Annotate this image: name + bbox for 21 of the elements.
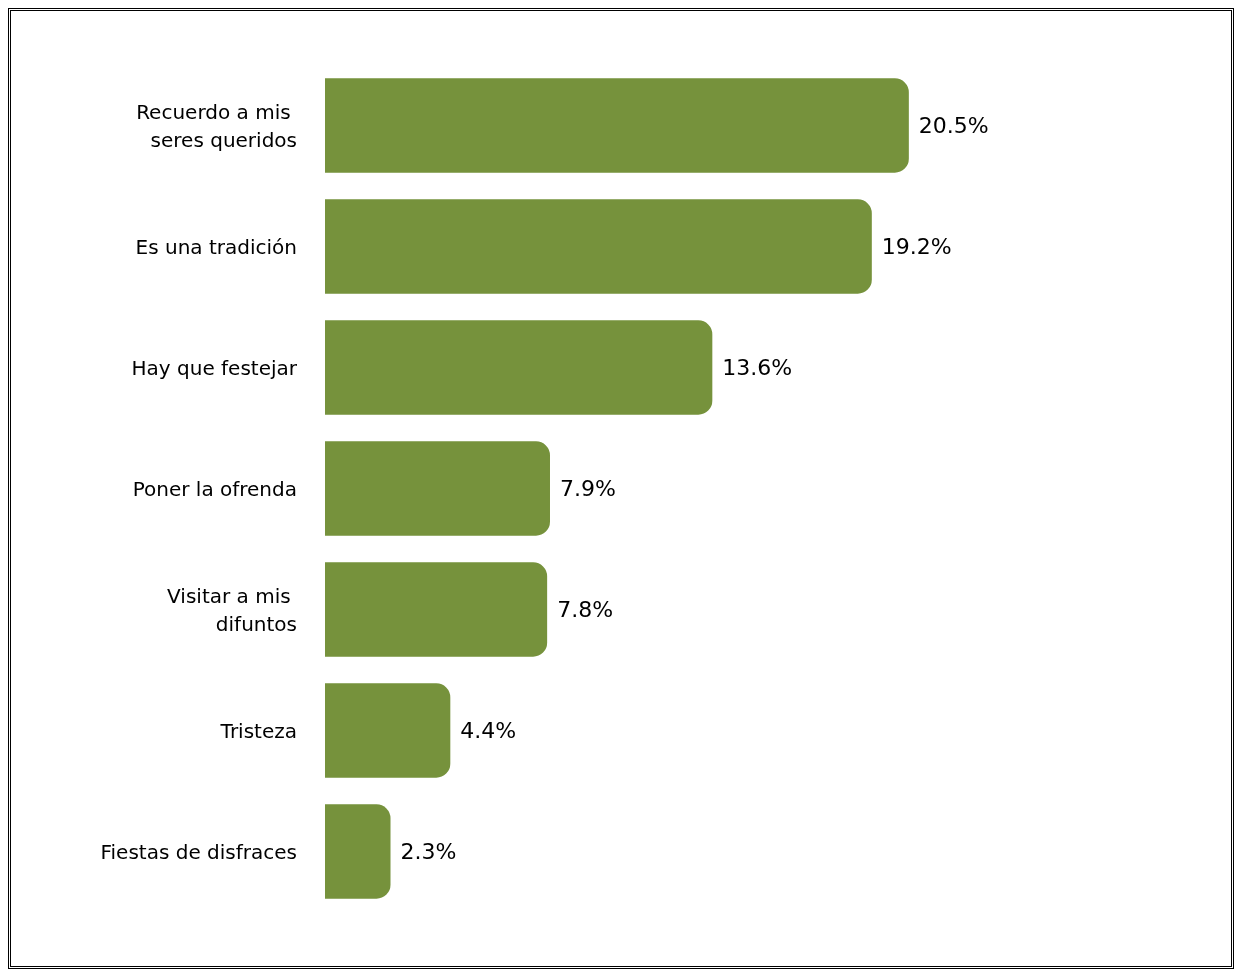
- y-tick-label: Recuerdo a mis seres queridos: [136, 99, 297, 152]
- y-tick-label: Hay que festejar: [131, 355, 298, 380]
- data-label: 13.6%: [722, 355, 793, 380]
- data-label: 19.2%: [881, 234, 952, 259]
- bar: [325, 804, 391, 899]
- data-label: 7.9%: [559, 476, 616, 501]
- data-label: 2.3%: [400, 839, 457, 864]
- y-tick-label: Tristeza: [219, 718, 297, 743]
- y-tick-label: Poner la ofrenda: [132, 476, 297, 501]
- bar: [325, 683, 451, 778]
- bar: [325, 320, 713, 415]
- y-tick-label: Es una tradición: [135, 234, 297, 259]
- y-tick-label: Visitar a mis difuntos: [167, 583, 297, 636]
- data-label: 4.4%: [460, 718, 517, 743]
- y-tick-label: Fiestas de disfraces: [100, 839, 297, 864]
- bar: [325, 78, 909, 173]
- data-label: 20.5%: [918, 113, 989, 138]
- bar: [325, 441, 550, 536]
- bar: [325, 199, 872, 294]
- data-label: 7.8%: [557, 597, 614, 622]
- bar: [325, 562, 548, 657]
